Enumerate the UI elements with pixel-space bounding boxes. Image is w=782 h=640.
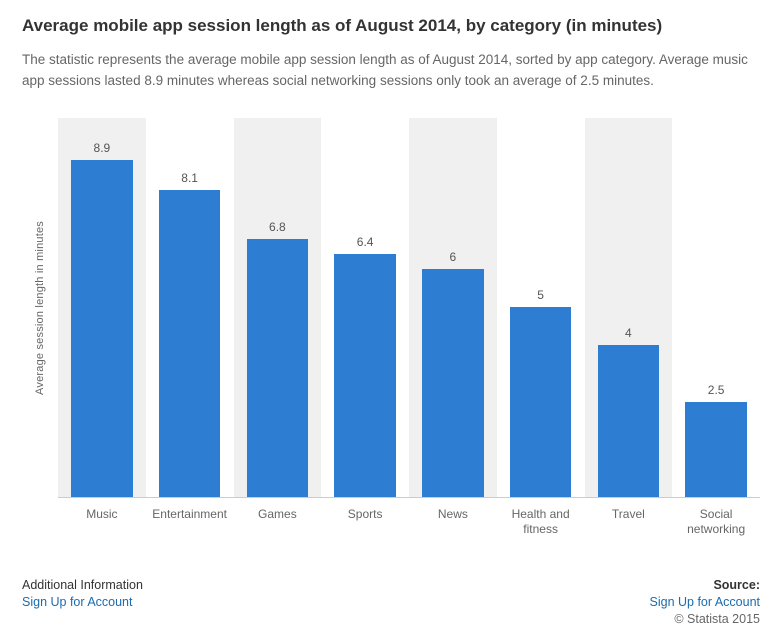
chart-description: The statistic represents the average mob… bbox=[22, 52, 748, 88]
bar-value-label: 2.5 bbox=[707, 383, 725, 398]
y-axis-label-cell: Average session length in minutes bbox=[22, 118, 58, 498]
bar-value-label: 6 bbox=[449, 250, 457, 265]
signup-link[interactable]: Sign Up for Account bbox=[22, 595, 133, 609]
bar-health-and-fitness: 5 bbox=[509, 288, 572, 497]
copyright: © Statista 2015 bbox=[674, 612, 760, 626]
plot-area: 8.9 8.1 6.8 6.4 6 5 4 2.5 bbox=[58, 117, 760, 498]
bar-value-label: 4 bbox=[625, 326, 632, 341]
bar-news: 6 bbox=[422, 250, 484, 497]
bar-travel: 4 bbox=[597, 326, 660, 497]
chart-column-music: 8.9 bbox=[58, 117, 146, 497]
x-axis-label-social-networking: Social networking bbox=[687, 506, 746, 537]
chart-main: 8.9 8.1 6.8 6.4 6 5 4 2.5 Music Entertainment Gam… bbox=[58, 117, 760, 550]
chart-column-health-and-fitness: 5 bbox=[497, 118, 585, 497]
chart-column-games: 6.8 bbox=[233, 117, 322, 497]
source-label: Source: bbox=[713, 578, 760, 592]
x-axis-label-entertainment: Entertainment bbox=[152, 506, 227, 521]
footer-right: Source: Sign Up for Account © Statista 2… bbox=[650, 578, 760, 626]
bar-value-label: 6.4 bbox=[356, 235, 374, 250]
chart-column-travel: 4 bbox=[584, 117, 673, 497]
bar-value-label: 6.8 bbox=[269, 220, 286, 235]
chart: Average session length in minutes 8.9 8.1… bbox=[22, 117, 760, 550]
bar-value-label: 5 bbox=[537, 288, 544, 303]
bar-sports: 6.4 bbox=[334, 235, 396, 497]
x-axis-label-music: Music bbox=[86, 506, 118, 521]
chart-column-sports: 6.4 bbox=[321, 118, 409, 497]
bar-entertainment: 8.1 bbox=[158, 171, 221, 497]
bar-value-label: 8.9 bbox=[93, 140, 111, 155]
footer-left: Additional Information Sign Up for Accou… bbox=[22, 578, 143, 612]
bar-games: 6.8 bbox=[246, 220, 309, 497]
bar-social-networking: 2.5 bbox=[685, 383, 747, 497]
x-axis-labels: Music Entertainment Games Sports News Health … bbox=[58, 507, 760, 538]
x-axis-label-games: Games bbox=[258, 506, 297, 521]
x-axis-label-health-and-fitness: Health and fitness bbox=[511, 506, 570, 537]
bar-value-label: 8.1 bbox=[181, 170, 198, 185]
source-signup-link[interactable]: Sign Up for Account bbox=[649, 595, 760, 609]
chart-column-social-networking: 2.5 bbox=[672, 118, 760, 497]
chart-column-news: 6 bbox=[409, 117, 497, 497]
footer: Additional Information Sign Up for Accou… bbox=[22, 578, 760, 626]
chart-title: Average mobile app session length as of … bbox=[22, 16, 663, 35]
y-axis-label: Average session length in minutes bbox=[34, 220, 46, 395]
x-axis-label-travel: Travel bbox=[611, 506, 645, 521]
x-axis-label-sports: Sports bbox=[347, 506, 383, 521]
additional-information-label: Additional Information bbox=[22, 578, 143, 592]
bar-music: 8.9 bbox=[71, 141, 133, 497]
chart-column-entertainment: 8.1 bbox=[146, 118, 234, 497]
x-axis-label-news: News bbox=[437, 506, 468, 521]
